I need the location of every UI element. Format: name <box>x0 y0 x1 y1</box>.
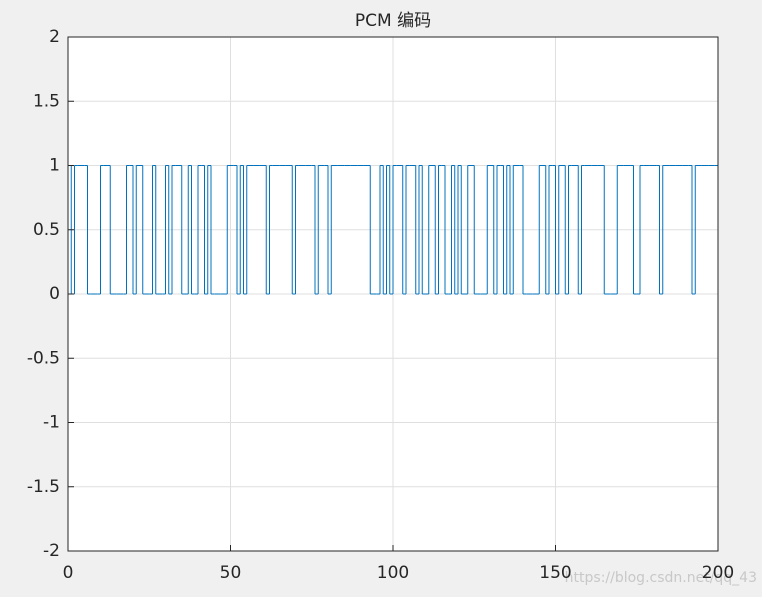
x-tick-label: 0 <box>63 563 74 583</box>
y-tick-label: 0.5 <box>33 220 60 240</box>
watermark: https://blog.csdn.net/qq_43 <box>565 570 757 586</box>
y-tick-label: -1.5 <box>27 477 60 497</box>
y-tick-label: -2 <box>43 541 60 561</box>
series <box>68 165 718 295</box>
x-tick-label: 200 <box>702 563 734 583</box>
y-tick-label: -0.5 <box>27 348 60 368</box>
x-tick-label: 150 <box>539 563 571 583</box>
y-tick-label: -1 <box>43 413 60 433</box>
y-tick-label: 1.5 <box>33 91 60 111</box>
x-tick-label: 50 <box>220 563 242 583</box>
x-tick-label: 100 <box>377 563 409 583</box>
chart-title: PCM 编码 <box>355 11 431 31</box>
y-tick-label: 1 <box>49 156 60 176</box>
y-tick-label: 0 <box>49 284 60 304</box>
y-tick-label: 2 <box>49 27 60 47</box>
